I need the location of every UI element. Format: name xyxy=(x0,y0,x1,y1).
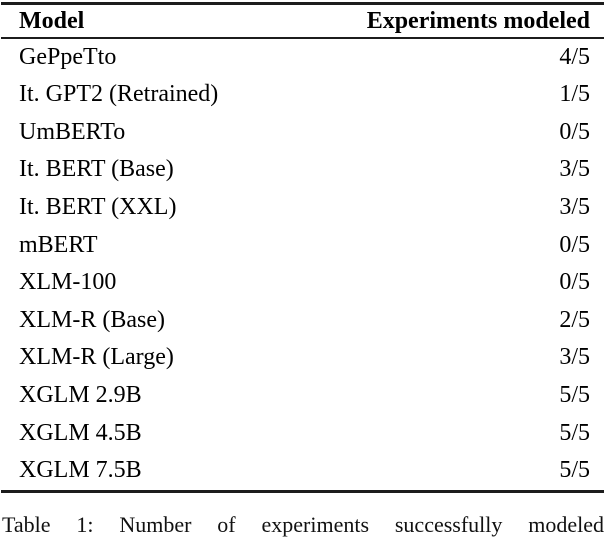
model-name: XLM-100 xyxy=(19,269,117,296)
table-row: XLM-R (Large) 3/5 xyxy=(1,339,604,377)
table-row: XGLM 2.9B 5/5 xyxy=(1,377,604,415)
experiments-modeled-table: Model Experiments modeled GePpeTto 4/5 I… xyxy=(1,2,604,493)
experiments-modeled-value: 4/5 xyxy=(559,43,590,70)
model-name: It. GPT2 (Retrained) xyxy=(19,81,219,108)
table-row: It. BERT (Base) 3/5 xyxy=(1,151,604,189)
model-name: XLM-R (Large) xyxy=(19,344,174,371)
table-row: It. GPT2 (Retrained) 1/5 xyxy=(1,76,604,114)
experiments-modeled-value: 3/5 xyxy=(559,193,590,220)
table-mid-rule xyxy=(1,37,604,39)
model-name: It. BERT (Base) xyxy=(19,156,174,183)
experiments-modeled-value: 5/5 xyxy=(559,457,590,484)
model-name: GePpeTto xyxy=(19,43,117,70)
table-row: XGLM 7.5B 5/5 xyxy=(1,452,604,490)
model-name: mBERT xyxy=(19,231,98,258)
model-name: XGLM 7.5B xyxy=(19,457,142,484)
column-header-model: Model xyxy=(19,8,85,34)
experiments-modeled-value: 3/5 xyxy=(559,156,590,183)
experiments-modeled-value: 2/5 xyxy=(559,306,590,333)
table-row: UmBERTo 0/5 xyxy=(1,114,604,152)
experiments-modeled-value: 0/5 xyxy=(559,118,590,145)
table-row: XLM-100 0/5 xyxy=(1,264,604,302)
table-top-rule xyxy=(1,2,604,5)
model-name: It. BERT (XXL) xyxy=(19,193,177,220)
table-row: GePpeTto 4/5 xyxy=(1,39,604,77)
model-name: XGLM 4.5B xyxy=(19,419,142,446)
table-row: XGLM 4.5B 5/5 xyxy=(1,415,604,453)
experiments-modeled-value: 0/5 xyxy=(559,269,590,296)
model-name: UmBERTo xyxy=(19,118,126,145)
table-header-row: Model Experiments modeled xyxy=(1,5,604,37)
experiments-modeled-value: 5/5 xyxy=(559,419,590,446)
table-caption: Table 1: Number of experiments successfu… xyxy=(2,512,604,537)
table-row: mBERT 0/5 xyxy=(1,227,604,265)
model-name: XGLM 2.9B xyxy=(19,381,142,408)
experiments-modeled-value: 0/5 xyxy=(559,231,590,258)
table-row: It. BERT (XXL) 3/5 xyxy=(1,189,604,227)
model-name: XLM-R (Base) xyxy=(19,306,165,333)
experiments-modeled-value: 5/5 xyxy=(559,381,590,408)
experiments-modeled-value: 3/5 xyxy=(559,344,590,371)
table-row: XLM-R (Base) 2/5 xyxy=(1,302,604,340)
table-bottom-rule xyxy=(1,489,604,493)
experiments-modeled-value: 1/5 xyxy=(559,81,590,108)
column-header-experiments-modeled: Experiments modeled xyxy=(366,8,590,34)
